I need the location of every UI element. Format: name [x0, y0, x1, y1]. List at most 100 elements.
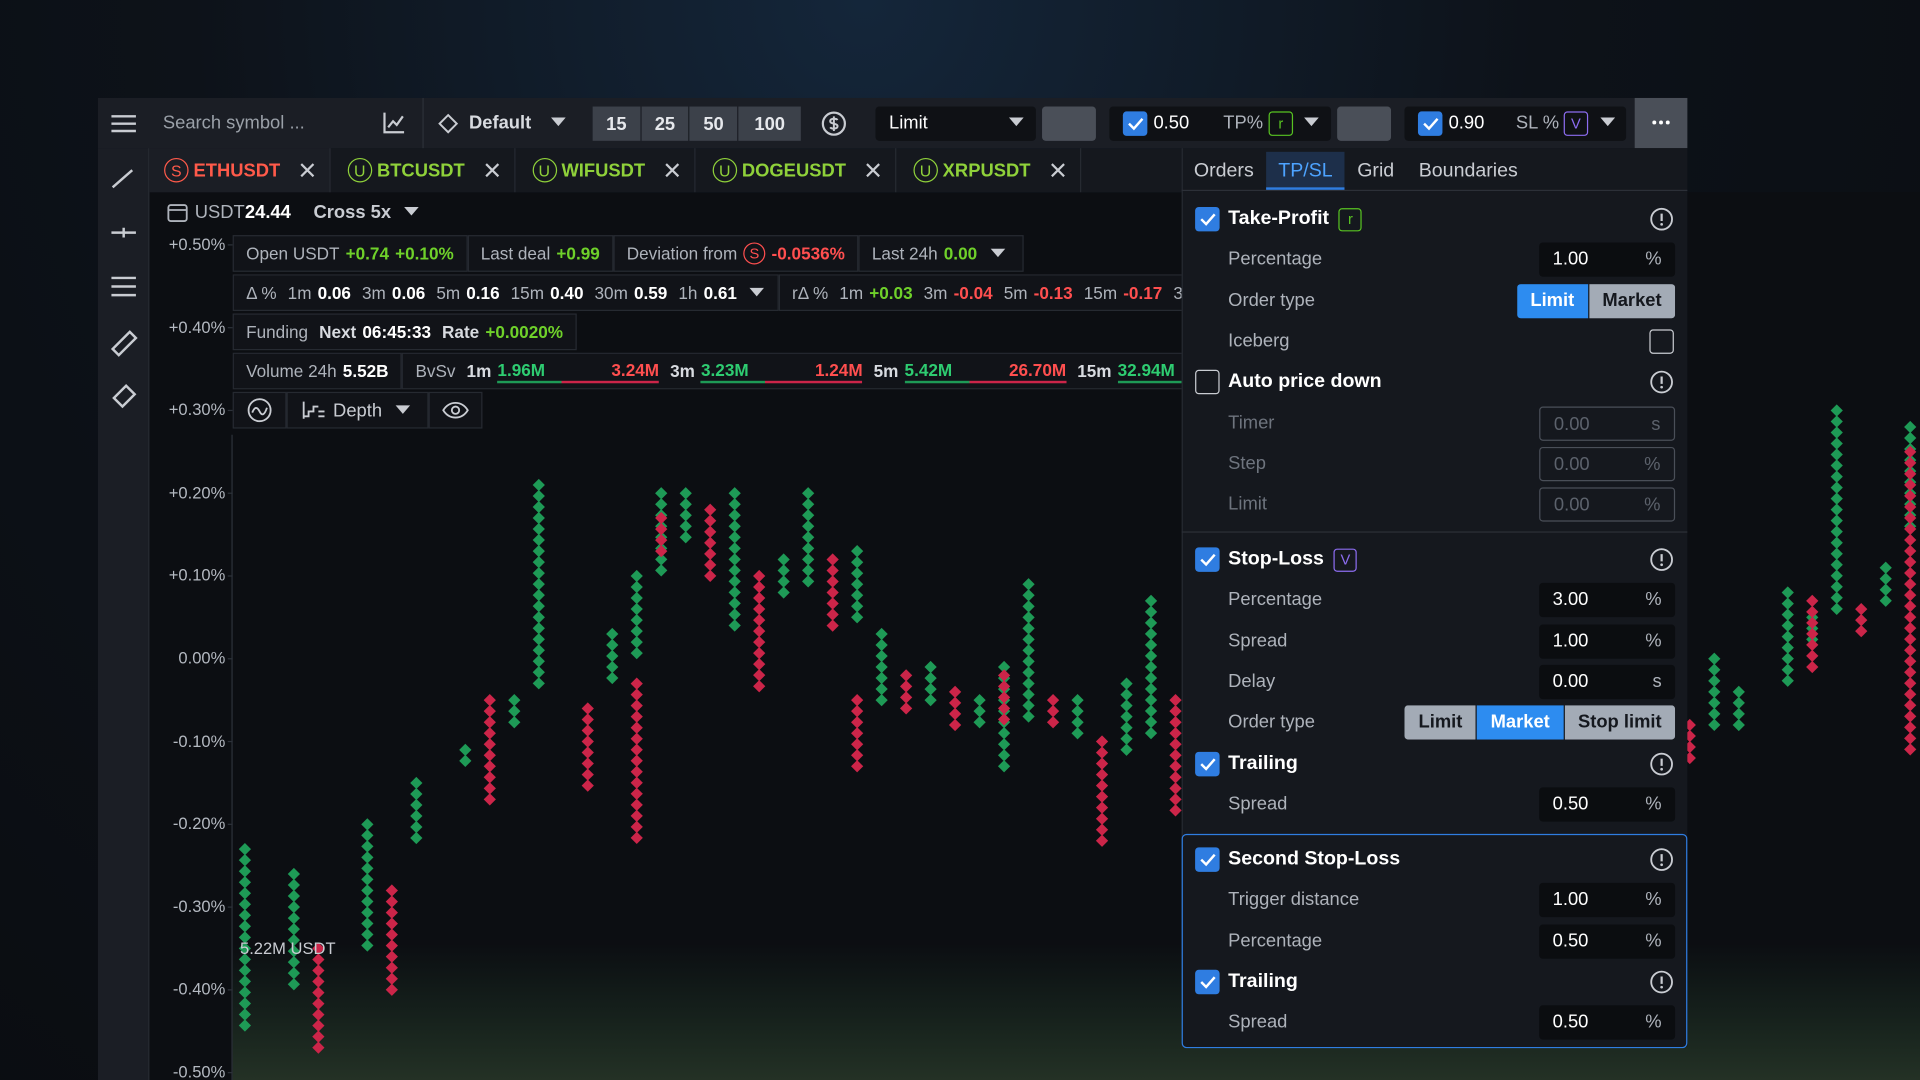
search-input[interactable]: Search symbol ...: [162, 112, 305, 134]
option-button[interactable]: Market: [1588, 283, 1676, 318]
checkbox[interactable]: [1195, 206, 1220, 232]
quantity-button[interactable]: 50: [689, 106, 738, 141]
trade-column: [1904, 445, 1917, 756]
tab-badge: U: [347, 157, 373, 183]
field-input[interactable]: 1.00%: [1539, 883, 1676, 918]
field-input[interactable]: 0.00 s: [1539, 664, 1676, 700]
trade-diamond: [1904, 732, 1917, 745]
field-input[interactable]: 0.50%: [1539, 787, 1676, 822]
checkbox[interactable]: [1649, 329, 1674, 354]
info-icon[interactable]: [1649, 370, 1673, 399]
trade-diamond: [1708, 652, 1721, 665]
trade-diamond: [1046, 716, 1060, 729]
field-input[interactable]: 1.00%: [1539, 624, 1676, 659]
quantity-button[interactable]: 15: [592, 106, 641, 141]
option-button[interactable]: Limit: [1405, 705, 1476, 740]
trade-diamond: [753, 624, 766, 638]
trade-diamond: [361, 928, 374, 941]
trade-diamond: [802, 553, 815, 566]
chart-icon[interactable]: [382, 110, 406, 134]
trade-diamond: [1904, 622, 1917, 635]
preset[interactable]: Default: [468, 112, 532, 134]
checkbox[interactable]: [1195, 751, 1220, 776]
tab-close[interactable]: [1050, 163, 1065, 178]
depth-button[interactable]: Depth: [286, 391, 429, 429]
order-type-select[interactable]: [875, 106, 1036, 141]
last-24h-cell[interactable]: Last 24h 0.00: [858, 235, 1024, 272]
divider: [1181, 531, 1688, 533]
trade-diamond: [1022, 589, 1035, 602]
icon-button[interactable]: [1337, 106, 1392, 141]
info-icon[interactable]: [1649, 547, 1673, 576]
tab-close[interactable]: [484, 163, 499, 178]
trade-diamond: [1708, 663, 1721, 676]
symbol-tab[interactable]: U BTCUSDT: [330, 148, 515, 193]
symbol-tab[interactable]: U WIFUSDT: [515, 148, 696, 193]
more-button[interactable]: [1634, 97, 1688, 149]
symbol-tab[interactable]: S ETHUSDT: [149, 148, 331, 193]
info-icon[interactable]: [1649, 751, 1673, 780]
trade-diamond: [728, 586, 741, 599]
currency-button[interactable]: [819, 109, 848, 138]
field-input[interactable]: 0.50%: [1539, 1005, 1676, 1040]
trade-diamond: [753, 580, 766, 594]
info-icon[interactable]: [1649, 970, 1673, 999]
sl-badge: V: [1563, 111, 1589, 136]
tab-close[interactable]: [665, 163, 680, 178]
icon-button[interactable]: [1042, 106, 1096, 141]
sl-value[interactable]: 0.90: [1448, 112, 1485, 134]
trade-diamond: [1732, 707, 1745, 721]
trade-diamond: [385, 950, 398, 963]
quantity-button[interactable]: 100: [738, 106, 801, 141]
checkbox[interactable]: [1195, 547, 1220, 572]
trade-diamond: [581, 724, 594, 737]
symbol-tab[interactable]: U XRPUSDT: [896, 148, 1081, 193]
option-group: Limit Market: [1516, 283, 1676, 318]
trade-diamond: [753, 680, 766, 693]
checkbox[interactable]: [1195, 370, 1220, 395]
info-icon[interactable]: [1649, 207, 1673, 236]
y-tick-label: +0.10%: [168, 566, 226, 585]
tab-close[interactable]: [300, 163, 315, 178]
sl-checkbox[interactable]: [1417, 111, 1443, 136]
tp-checkbox[interactable]: [1122, 111, 1148, 136]
trade-diamond: [361, 873, 374, 886]
margin-mode[interactable]: Cross 5x: [313, 202, 392, 223]
delta-cell[interactable]: Δ % 1m 0.06 3m 0.06 5m 0.16 15m 0.40 30m 0.59 1h 0.6…: [232, 274, 779, 312]
option-button[interactable]: Stop limit: [1564, 705, 1676, 740]
panel-tab[interactable]: Boundaries: [1418, 160, 1518, 182]
info-icon[interactable]: [1649, 847, 1673, 876]
visibility-button[interactable]: [428, 391, 483, 429]
field-value: 0.00: [1553, 494, 1590, 516]
field-unit: %: [1645, 793, 1662, 815]
option-button[interactable]: Market: [1477, 705, 1564, 740]
panel-tab[interactable]: Grid: [1357, 160, 1395, 182]
symbol-tab[interactable]: U DOGEUSDT: [695, 148, 897, 193]
field-unit: s: [1651, 413, 1661, 435]
label: rΔ %: [792, 282, 829, 303]
field-input[interactable]: 3.00%: [1539, 583, 1676, 618]
trade-diamond: [483, 727, 496, 740]
tab-close[interactable]: [865, 163, 881, 178]
option-button[interactable]: Limit: [1516, 283, 1588, 318]
tp-value[interactable]: 0.50: [1153, 112, 1190, 134]
indicator-button[interactable]: [232, 391, 287, 429]
trade-column: [655, 511, 668, 558]
trade-diamond: [312, 986, 325, 999]
checkbox[interactable]: [1195, 847, 1220, 872]
field-input[interactable]: 0.50%: [1539, 923, 1676, 959]
sidebar-icons[interactable]: [98, 98, 149, 429]
quantity-button[interactable]: 25: [641, 106, 689, 141]
label: Open USDT: [246, 243, 340, 264]
panel-tab[interactable]: TP/SL: [1266, 151, 1345, 190]
trade-diamond: [1904, 467, 1917, 480]
trade-diamond: [1144, 627, 1158, 641]
trade-diamond: [1855, 602, 1868, 616]
period: 15m: [1083, 282, 1118, 303]
trade-diamond: [1904, 721, 1917, 734]
checkbox[interactable]: [1195, 969, 1220, 995]
trade-diamond: [1095, 735, 1109, 748]
panel-tab[interactable]: Orders: [1193, 160, 1254, 182]
buy-volume: 5.42M: [904, 359, 953, 379]
field-input[interactable]: 1.00%: [1539, 242, 1676, 278]
